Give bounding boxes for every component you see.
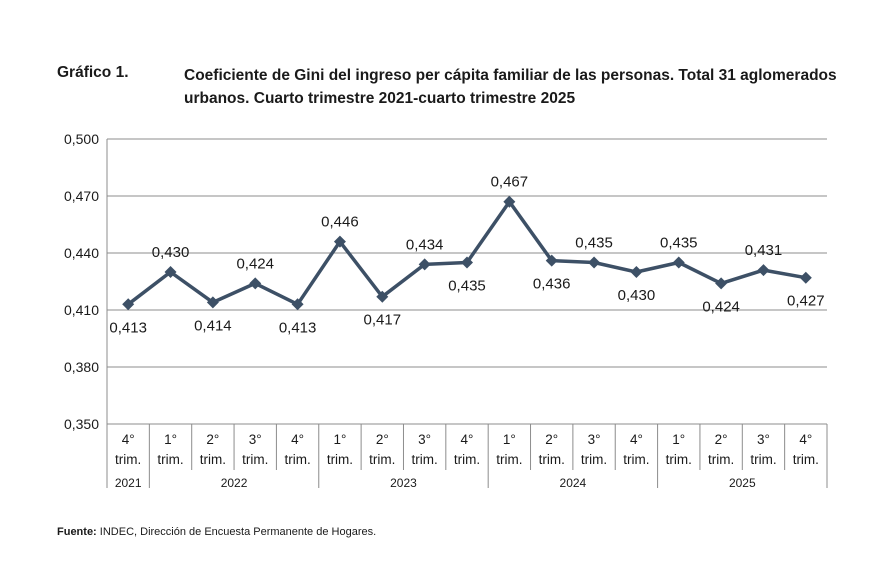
year-label: 2023 [390,476,417,490]
category-quarter-label: 3° [588,432,601,447]
category-trim-label: trim. [412,452,438,467]
data-point-marker [630,266,643,278]
data-label: 0,414 [194,317,232,334]
data-point-marker [291,298,304,311]
category-trim-label: trim. [157,452,183,467]
category-quarter-label: 1° [164,432,177,447]
category-quarter-label: 4° [630,432,643,447]
category-trim-label: trim. [581,452,607,467]
figure-label: Gráfico 1. [57,64,129,81]
year-label: 2025 [729,476,756,490]
category-quarter-label: 4° [291,432,304,447]
y-tick-label: 0,410 [64,302,99,318]
category-quarter-label: 2° [715,432,728,447]
category-trim-label: trim. [750,452,776,467]
category-trim-label: trim. [793,452,819,467]
category-quarter-label: 3° [249,432,262,447]
data-point-marker [333,235,346,248]
category-trim-label: trim. [284,452,310,467]
category-trim-label: trim. [242,452,268,467]
category-quarter-label: 3° [757,432,770,447]
data-point-marker [588,256,601,269]
year-label: 2021 [115,476,142,490]
data-point-marker [503,195,516,208]
data-point-marker [376,290,389,303]
data-label: 0,430 [618,287,656,304]
category-trim-label: trim. [369,452,395,467]
data-label: 0,424 [236,255,274,272]
data-point-marker [164,266,177,278]
data-label: 0,413 [279,319,317,336]
data-point-marker [757,264,770,277]
data-point-marker [715,277,728,290]
data-point-marker [672,256,685,269]
category-quarter-label: 2° [376,432,389,447]
category-trim-label: trim. [454,452,480,467]
data-label: 0,435 [660,235,698,252]
category-trim-label: trim. [539,452,565,467]
category-quarter-label: 2° [545,432,558,447]
data-label: 0,467 [491,174,529,191]
source-text: INDEC, Dirección de Encuesta Permanente … [96,526,377,538]
data-label: 0,446 [321,214,359,231]
data-point-marker [122,298,135,311]
category-trim-label: trim. [666,452,692,467]
category-quarter-label: 2° [206,432,219,447]
data-point-marker [461,256,473,269]
data-point-marker [799,271,812,284]
data-label: 0,413 [109,319,147,336]
category-trim-label: trim. [496,452,522,467]
y-tick-label: 0,500 [64,131,99,147]
y-tick-label: 0,470 [64,188,99,204]
data-label: 0,436 [533,276,571,293]
source-note: Fuente: INDEC, Dirección de Encuesta Per… [57,526,376,538]
category-quarter-label: 1° [503,432,516,447]
category-quarter-label: 3° [418,432,431,447]
data-label: 0,417 [364,312,402,329]
category-quarter-label: 1° [672,432,685,447]
data-label: 0,427 [787,293,825,310]
category-trim-label: trim. [327,452,353,467]
data-label: 0,434 [406,236,444,253]
category-quarter-label: 4° [122,432,135,447]
data-label: 0,435 [575,235,613,252]
data-label: 0,430 [152,244,190,261]
data-point-marker [249,277,262,290]
data-label: 0,435 [448,278,486,295]
y-tick-label: 0,380 [64,359,99,375]
data-point-marker [206,296,219,309]
category-trim-label: trim. [708,452,734,467]
data-label: 0,431 [745,242,783,259]
y-tick-label: 0,350 [64,416,99,432]
year-label: 2022 [221,476,248,490]
category-quarter-label: 4° [461,432,474,447]
data-label: 0,424 [702,298,740,315]
y-tick-label: 0,440 [64,245,99,261]
data-point-marker [418,258,431,271]
source-label: Fuente: [57,526,97,538]
data-point-marker [545,254,558,267]
category-trim-label: trim. [623,452,649,467]
category-quarter-label: 4° [799,432,812,447]
category-trim-label: trim. [200,452,226,467]
year-label: 2024 [560,476,587,490]
chart-title: Coeficiente de Gini del ingreso per cápi… [184,67,837,107]
category-trim-label: trim. [115,452,141,467]
category-quarter-label: 1° [333,432,346,447]
